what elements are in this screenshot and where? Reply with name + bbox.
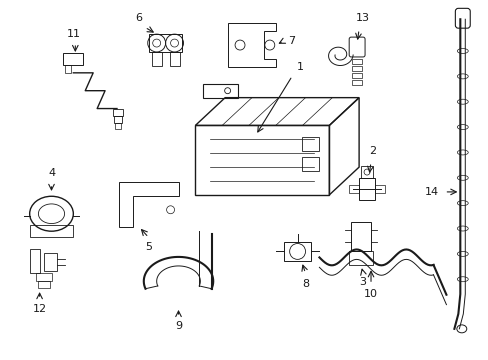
Bar [65, 65, 71, 73]
Ellipse shape [456, 74, 468, 79]
Ellipse shape [456, 277, 468, 282]
Bar [203, 84, 238, 98]
Bar [195, 125, 328, 195]
Text: 4: 4 [48, 168, 55, 178]
Bar [43, 253, 57, 271]
Ellipse shape [456, 251, 468, 256]
Bar [151, 52, 162, 66]
Bar [351, 80, 361, 85]
Text: 5: 5 [145, 242, 152, 252]
Text: 8: 8 [302, 279, 308, 289]
Bar [301, 157, 319, 171]
Text: 10: 10 [363, 289, 377, 299]
Bar [374, 185, 384, 193]
Text: 2: 2 [368, 146, 376, 156]
Bar [169, 52, 179, 66]
FancyBboxPatch shape [454, 8, 469, 28]
Bar [113, 109, 122, 117]
Text: 14: 14 [424, 187, 438, 197]
Ellipse shape [456, 175, 468, 180]
Ellipse shape [456, 226, 468, 231]
Bar [350, 222, 370, 251]
Ellipse shape [456, 125, 468, 130]
Text: 11: 11 [66, 29, 80, 39]
Text: 7: 7 [287, 36, 294, 46]
Text: 3: 3 [359, 277, 366, 287]
Bar [30, 249, 40, 273]
Bar [358, 178, 374, 200]
Bar [63, 53, 83, 65]
Text: 9: 9 [175, 321, 182, 331]
Bar [301, 137, 319, 151]
Bar [348, 185, 358, 193]
Bar [148, 34, 182, 52]
Ellipse shape [456, 150, 468, 155]
Bar [30, 225, 73, 237]
Bar [360, 166, 372, 178]
Bar [36, 273, 51, 281]
Ellipse shape [456, 325, 466, 333]
Text: 13: 13 [355, 13, 369, 23]
Bar [283, 242, 311, 261]
Text: 12: 12 [33, 304, 46, 314]
Ellipse shape [456, 201, 468, 206]
Text: 1: 1 [296, 62, 303, 72]
Bar [114, 117, 122, 123]
Bar [351, 66, 361, 71]
Bar [38, 281, 49, 288]
Ellipse shape [456, 49, 468, 54]
Text: 6: 6 [135, 13, 142, 23]
Bar [348, 251, 372, 265]
Bar [115, 123, 121, 129]
Bar [351, 73, 361, 78]
Ellipse shape [456, 99, 468, 104]
Bar [351, 59, 361, 64]
